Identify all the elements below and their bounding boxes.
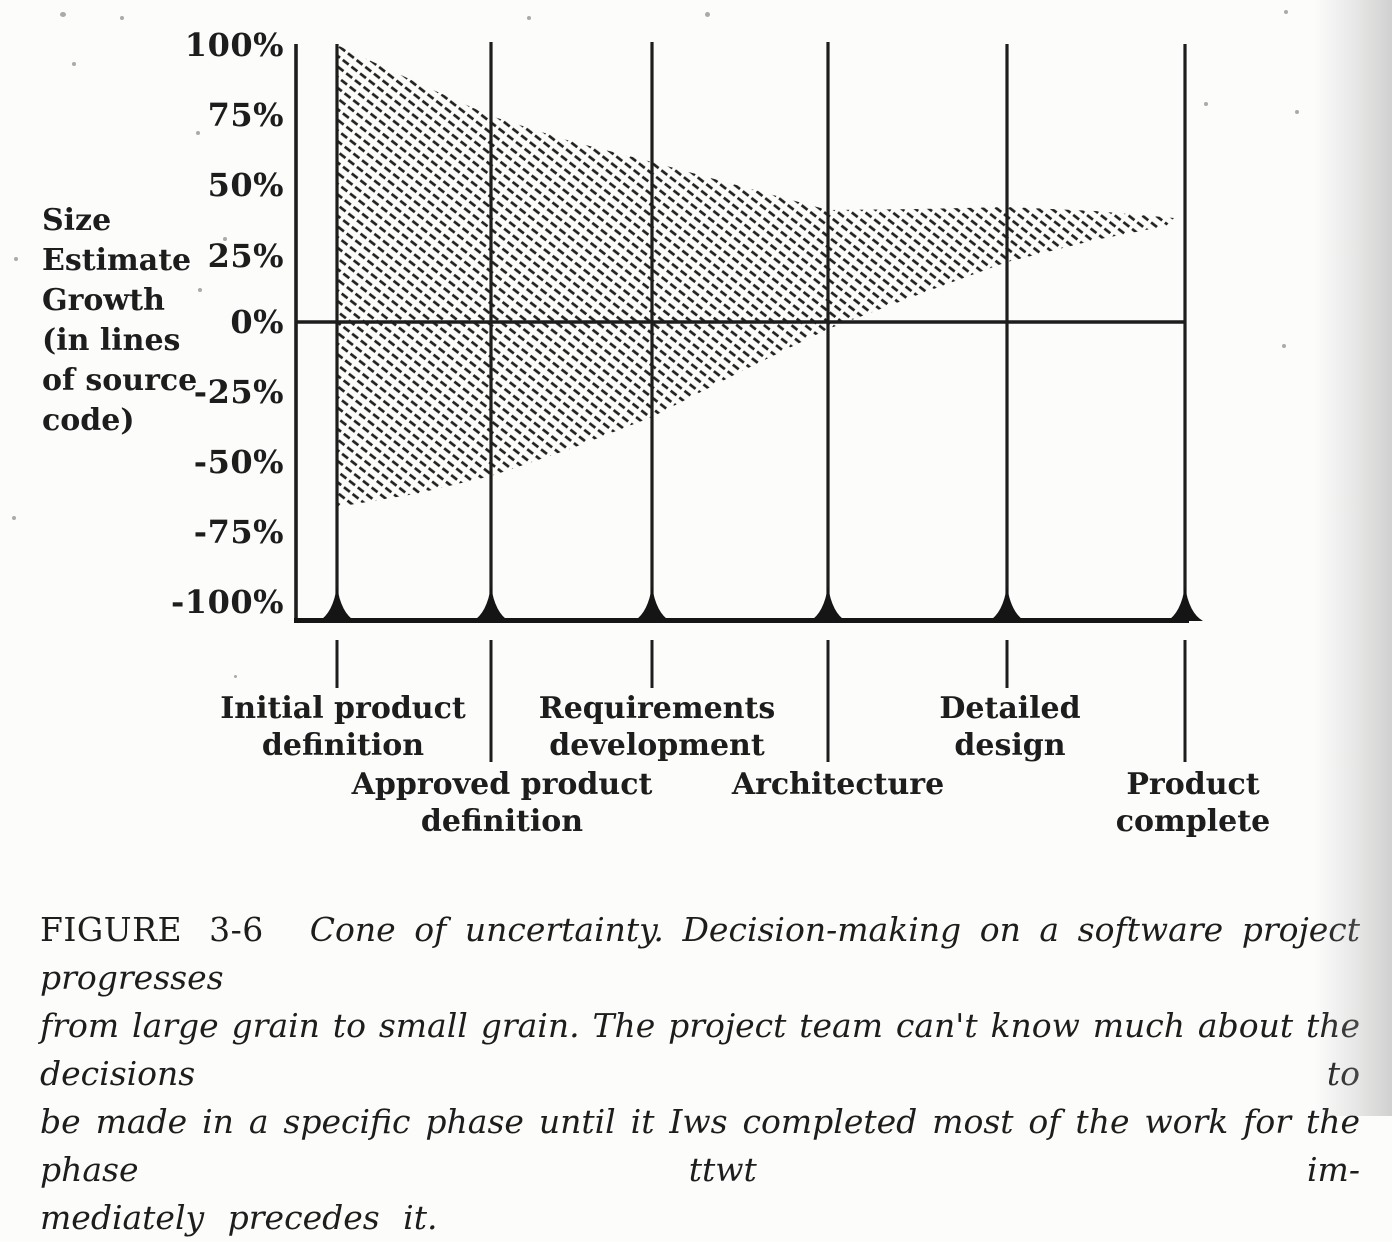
phase-marker-triangle [319,586,355,621]
scanned-page: 100% 75% 50% 25% 0% -25% -50% -75% -100%… [12,0,1392,1237]
ytick-neg-25: -25% [193,373,284,411]
ytick-25: 25% [207,237,284,275]
ytick-50: 50% [207,166,284,204]
y-axis-title-line: (in lines [42,323,181,358]
phase-label-product-complete: Product complete [1115,767,1271,839]
phase-marker-triangle [810,586,846,621]
y-axis-title-line: of source [42,363,198,398]
phase-leader-stubs [335,640,1187,762]
figure-caption: FIGURE 3-6 Cone of uncertainty. Decision-… [40,906,1360,1242]
caption-line-2: from large grain to small grain. The pro… [40,1006,1360,1093]
cone-of-uncertainty-chart [294,42,1203,762]
uncertainty-cone-hatch-area [337,45,1174,507]
caption-text: Cone of uncertainty. Decision-making on … [40,910,1360,997]
phase-marker-triangle [634,586,670,621]
figure-number-label: FIGURE 3-6 [40,910,264,949]
phase-marker-triangle [1167,586,1203,621]
caption-line-1: FIGURE 3-6 Cone of uncertainty. Decision-… [40,906,1360,1002]
caption-line-3: be made in a specific phase until it Iws… [40,1102,1360,1189]
ytick-neg-100: -100% [171,583,284,621]
ytick-75: 75% [207,96,284,134]
y-axis-title-line: Size [42,203,112,238]
phase-markers [319,586,1203,621]
phase-label-approved-product-definition: Approved product definition [351,767,653,839]
caption-line-4: mediately precedes it. [40,1198,438,1237]
phase-label-architecture: Architecture [731,767,945,802]
y-axis-title-line: code) [42,403,135,438]
ytick-0: 0% [230,303,284,341]
phase-label-initial-product-definition: Initial product definition [220,691,466,763]
phase-label-detailed-design: Detailed design [939,691,1081,763]
phase-marker-triangle [989,586,1025,621]
ytick-neg-75: -75% [193,513,284,551]
phase-lines [335,42,1187,620]
y-axis-title-line: Estimate [42,243,192,278]
phase-label-requirements-development: Requirements development [538,691,776,763]
ytick-100: 100% [184,26,284,64]
y-axis-title-line: Growth [42,283,165,318]
phase-marker-triangle [473,586,509,621]
ytick-neg-50: -50% [193,443,284,481]
